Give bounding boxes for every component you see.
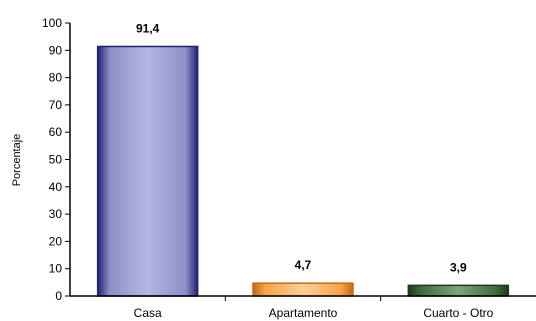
y-tick-label: 100 — [42, 16, 62, 30]
y-tick-label: 60 — [49, 125, 63, 139]
y-tick-label: 90 — [49, 43, 63, 57]
data-label: 3,9 — [450, 260, 467, 274]
y-tick-label: 30 — [49, 207, 63, 221]
y-tick-label: 40 — [49, 180, 63, 194]
bars: 91,4 4,7 3,9 — [96, 21, 510, 297]
x-category-label: Cuarto - Otro — [423, 306, 493, 320]
y-tick-label: 20 — [49, 234, 63, 248]
y-tick-label: 50 — [49, 153, 63, 167]
bar-0 — [96, 45, 199, 297]
x-category-label: Casa — [134, 306, 162, 320]
x-axis: Casa Apartamento Cuarto - Otro — [70, 295, 536, 320]
bar-2 — [407, 284, 510, 297]
y-tick-label: 80 — [49, 71, 63, 85]
data-label: 91,4 — [136, 21, 160, 35]
y-axis: 0 10 20 30 40 50 60 70 80 90 100 — [42, 16, 71, 303]
x-category-label: Apartamento — [269, 306, 338, 320]
y-axis-title: Porcentaje — [11, 134, 23, 187]
y-tick-label: 70 — [49, 98, 63, 112]
bar-1 — [252, 282, 354, 297]
y-tick-label: 10 — [49, 262, 63, 276]
data-label: 4,7 — [295, 258, 312, 272]
y-tick-label: 0 — [55, 289, 62, 303]
